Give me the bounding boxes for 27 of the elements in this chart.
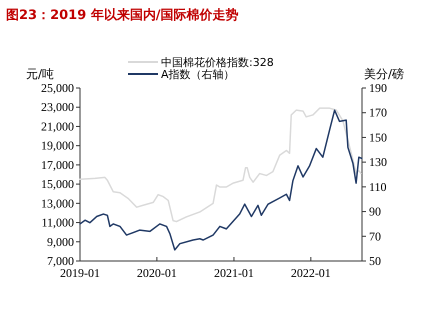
y-tick-label: 15,000	[41, 177, 74, 192]
legend-label: A指数（右轴）	[161, 68, 235, 81]
y2-tick-label: 110	[369, 180, 387, 194]
x-tick-label: 2022-01	[290, 266, 331, 280]
y2-axis-title: 美分/磅	[364, 67, 404, 81]
y-tick-label: 7,000	[47, 254, 74, 268]
y2-tick-label: 90	[369, 204, 381, 219]
y2-tick-label: 50	[369, 254, 381, 268]
y-tick-label: 25,000	[41, 81, 74, 95]
y2-tick-label: 150	[369, 130, 387, 144]
y2-tick-label: 130	[369, 155, 387, 170]
y-tick-label: 17,000	[41, 158, 74, 172]
y-tick-label: 11,000	[41, 216, 74, 230]
y-axis-title: 元/吨	[26, 67, 54, 81]
x-tick-label: 2021-01	[214, 266, 254, 280]
y-tick-label: 21,000	[41, 119, 74, 134]
y2-tick-label: 170	[369, 106, 387, 120]
x-tick-label: 2019-01	[60, 266, 100, 280]
y2-tick-label: 190	[369, 81, 387, 95]
y-tick-label: 23,000	[41, 100, 74, 114]
legend-label: 中国棉花价格指数:328	[161, 56, 274, 69]
y-tick-label: 19,000	[41, 138, 74, 153]
y-tick-label: 9,000	[47, 234, 74, 249]
y-tick-label: 13,000	[41, 196, 74, 210]
y2-tick-label: 70	[369, 229, 381, 244]
chart-title: 图23：2019 年以来国内/国际棉价走势	[6, 7, 239, 23]
x-tick-label: 2020-01	[136, 266, 177, 280]
